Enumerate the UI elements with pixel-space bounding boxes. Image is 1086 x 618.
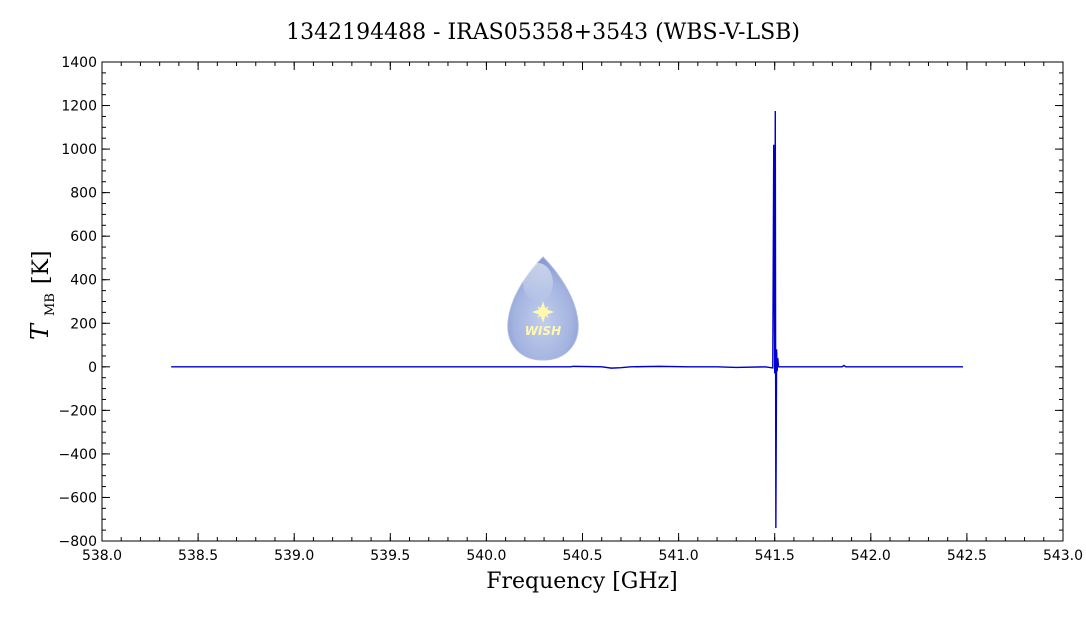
y-tick-label: 1000 — [61, 142, 97, 158]
y-tick-label: −800 — [59, 534, 97, 550]
y-tick-label: 200 — [70, 316, 97, 332]
x-tick-labels: 538.0 538.5 539.0 539.5 540.0 540.5 541.0 541.5… — [82, 548, 1083, 564]
y-tick-labels: −800 −600 −400 −200 0 200 400 600 800 1000 1200 140… — [59, 55, 97, 550]
y-tick-label: 0 — [88, 360, 97, 376]
wish-logo: WISH — [507, 256, 579, 361]
axis-ticks — [101, 61, 1064, 542]
y-tick-label: −400 — [59, 447, 97, 463]
y-axis-label: T MB [K] — [26, 251, 58, 341]
y-axis-label-subscript: MB — [43, 293, 58, 316]
y-tick-label: 1200 — [61, 99, 97, 115]
y-tick-label: −600 — [59, 490, 97, 506]
y-tick-label: −200 — [59, 403, 97, 419]
x-tick-label: 541.0 — [659, 548, 699, 564]
x-tick-label: 539.0 — [274, 548, 314, 564]
y-tick-label: 1400 — [61, 55, 97, 71]
svg-text:T MB [K]: T MB [K] — [26, 251, 58, 341]
x-axis-label: Frequency [GHz] — [486, 569, 678, 594]
x-tick-label: 543.0 — [1043, 548, 1083, 564]
series-line — [171, 110, 964, 528]
y-axis-label-symbol: T — [26, 322, 54, 340]
y-tick-label: 400 — [70, 273, 97, 289]
x-tick-label: 541.5 — [755, 548, 795, 564]
x-tick-label: 538.0 — [82, 548, 122, 564]
y-axis-label-unit: [K] — [29, 251, 54, 285]
y-tick-label: 800 — [70, 186, 97, 202]
star-icon — [532, 301, 554, 323]
y-tick-label: 600 — [70, 229, 97, 245]
chart-title: 1342194488 - IRAS05358+3543 (WBS-V-LSB) — [286, 20, 800, 45]
plot-frame — [101, 61, 1064, 542]
x-tick-label: 540.0 — [466, 548, 506, 564]
x-tick-label: 542.5 — [947, 548, 987, 564]
x-tick-label: 540.5 — [562, 548, 602, 564]
logo-text: WISH — [525, 324, 561, 338]
x-tick-label: 542.0 — [851, 548, 891, 564]
x-tick-label: 539.5 — [370, 548, 410, 564]
x-tick-label: 538.5 — [178, 548, 218, 564]
